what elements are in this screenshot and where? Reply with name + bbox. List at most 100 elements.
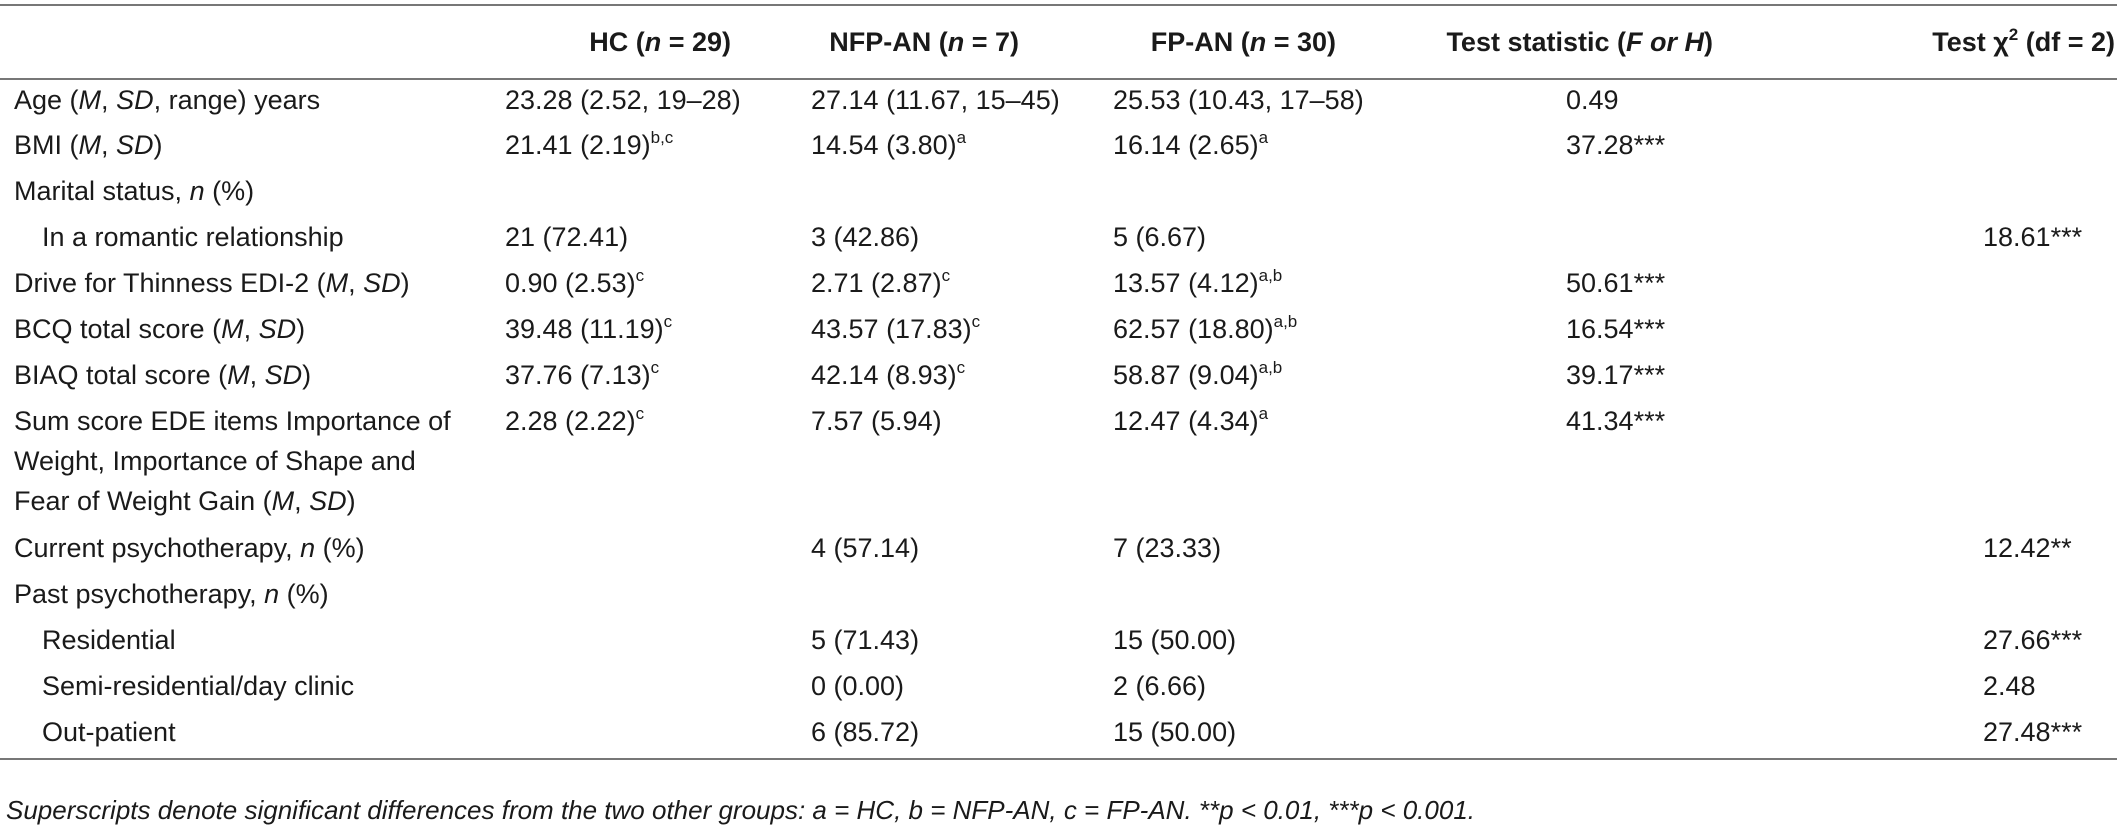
- table-cell: [1445, 528, 1815, 574]
- table-cell: [1815, 574, 2117, 620]
- table-cell: 12.42**: [1983, 533, 2072, 563]
- table-cell: 0 (0.00): [811, 671, 905, 701]
- table-cell: [505, 574, 737, 620]
- table-cell: 7.57 (5.94): [811, 406, 942, 436]
- table-header: HC (n = 29) NFP-AN (n = 7) FP-AN (n = 30) T…: [0, 5, 2117, 80]
- table-cell: 21 (72.41): [505, 222, 629, 252]
- row-label: BMI (M, SD): [14, 130, 163, 160]
- row-label: Current psychotherapy, n (%): [14, 533, 365, 563]
- table-cell: 0.90 (2.53)c: [505, 266, 645, 298]
- table-cell: 27.14 (11.67, 15–45): [811, 85, 1060, 115]
- row-label: Marital status, n (%): [14, 176, 255, 206]
- table-cell: [1815, 125, 2117, 171]
- table-cell: 14.54 (3.80)a: [811, 128, 967, 160]
- table-cell: [1445, 620, 1815, 666]
- table-cell: 39.17***: [1566, 360, 1666, 390]
- table-cell: 2.48: [1983, 671, 2036, 701]
- table-row: Semi-residential/day clinic 0 (0.00) 2 (6.…: [0, 666, 2117, 712]
- table-row: BIAQ total score (M, SD) 37.76 (7.13)c 42.…: [0, 355, 2117, 401]
- header-hc: HC (n = 29): [505, 5, 737, 80]
- header-row: HC (n = 29) NFP-AN (n = 7) FP-AN (n = 30) T…: [0, 5, 2117, 80]
- table-cell: 4 (57.14): [811, 533, 920, 563]
- header-empty: [0, 5, 505, 80]
- table-cell: [1445, 171, 1815, 217]
- table-row: Past psychotherapy, n (%): [0, 574, 2117, 620]
- row-label: BIAQ total score (M, SD): [14, 360, 312, 390]
- row-label: Out-patient: [42, 717, 176, 747]
- table-cell: 23.28 (2.52, 19–28): [505, 85, 741, 115]
- table-cell: 15 (50.00): [1113, 717, 1237, 747]
- table-cell: 2.28 (2.22)c: [505, 404, 645, 436]
- row-label: Age (M, SD, range) years: [14, 85, 321, 115]
- table-row: In a romantic relationship 21 (72.41) 3 (4…: [0, 217, 2117, 263]
- table-cell: [505, 666, 737, 712]
- table-cell: [1445, 574, 1815, 620]
- table-cell: 16.14 (2.65)a: [1113, 128, 1269, 160]
- table-cell: 42.14 (8.93)c: [811, 358, 966, 390]
- table-row: Residential 5 (71.43) 15 (50.00) 27.66***: [0, 620, 2117, 666]
- table-cell: 16.54***: [1566, 314, 1666, 344]
- table-cell: [737, 574, 1111, 620]
- table-cell: 3 (42.86): [811, 222, 920, 252]
- table-cell: [505, 620, 737, 666]
- table-cell: 5 (6.67): [1113, 222, 1207, 252]
- table-cell: [1815, 401, 2117, 528]
- table-cell: 58.87 (9.04)a,b: [1113, 358, 1283, 390]
- table-cell: 13.57 (4.12)a,b: [1113, 266, 1283, 298]
- row-label: Drive for Thinness EDI-2 (M, SD): [14, 268, 410, 298]
- table-cell: 39.48 (11.19)c: [505, 312, 673, 344]
- table-cell: [1815, 263, 2117, 309]
- table-cell: 0.49: [1566, 85, 1619, 115]
- table-cell: 7 (23.33): [1113, 533, 1222, 563]
- table-cell: 2.71 (2.87)c: [811, 266, 951, 298]
- table-row: BMI (M, SD) 21.41 (2.19)b,c 14.54 (3.80)a 1…: [0, 125, 2117, 171]
- table-cell: 25.53 (10.43, 17–58): [1113, 85, 1364, 115]
- table-body: Age (M, SD, range) years 23.28 (2.52, 19–…: [0, 79, 2117, 759]
- row-label: Residential: [42, 625, 176, 655]
- table-cell: 41.34***: [1566, 406, 1666, 436]
- table-cell: 15 (50.00): [1113, 625, 1237, 655]
- participant-characteristics-table: HC (n = 29) NFP-AN (n = 7) FP-AN (n = 30) T…: [0, 4, 2117, 760]
- table-cell: 37.28***: [1566, 130, 1666, 160]
- table-cell: 27.48***: [1983, 717, 2083, 747]
- table-row: Age (M, SD, range) years 23.28 (2.52, 19–…: [0, 79, 2117, 125]
- table-cell: 43.57 (17.83)c: [811, 312, 981, 344]
- header-fp-an: FP-AN (n = 30): [1111, 5, 1445, 80]
- table-row: BCQ total score (M, SD) 39.48 (11.19)c 43.…: [0, 309, 2117, 355]
- row-label: BCQ total score (M, SD): [14, 314, 306, 344]
- table-cell: 27.66***: [1983, 625, 2083, 655]
- table-cell: [505, 712, 737, 759]
- header-nfp-an: NFP-AN (n = 7): [737, 5, 1111, 80]
- table-cell: 5 (71.43): [811, 625, 920, 655]
- table-cell: 37.76 (7.13)c: [505, 358, 660, 390]
- table-cell: [505, 171, 737, 217]
- header-test-chi-square: Test χ2 (df = 2): [1815, 5, 2117, 80]
- table-cell: [1445, 712, 1815, 759]
- table-cell: [1815, 171, 2117, 217]
- table-cell: [1111, 574, 1445, 620]
- row-label: Past psychotherapy, n (%): [14, 579, 329, 609]
- table-cell: [1445, 217, 1815, 263]
- table-row: Current psychotherapy, n (%) 4 (57.14) 7 (…: [0, 528, 2117, 574]
- row-label: Semi-residential/day clinic: [42, 671, 355, 701]
- table-cell: 62.57 (18.80)a,b: [1113, 312, 1298, 344]
- table-cell: [737, 171, 1111, 217]
- row-label: In a romantic relationship: [42, 222, 344, 252]
- table-cell: 12.47 (4.34)a: [1113, 404, 1269, 436]
- table-cell: [1815, 355, 2117, 401]
- table-cell: 2 (6.66): [1113, 671, 1207, 701]
- table-cell: [1445, 666, 1815, 712]
- table-cell: [505, 528, 737, 574]
- table-row: Out-patient 6 (85.72) 15 (50.00) 27.48***: [0, 712, 2117, 759]
- table-row: Marital status, n (%): [0, 171, 2117, 217]
- table-footnote: Superscripts denote significant differen…: [6, 795, 1476, 825]
- row-label: Sum score EDE items Importance of Weight…: [14, 406, 451, 516]
- header-test-statistic: Test statistic (F or H): [1445, 5, 1815, 80]
- table-cell: [1815, 309, 2117, 355]
- table-cell: 18.61***: [1983, 222, 2083, 252]
- table-row: Sum score EDE items Importance of Weight…: [0, 401, 2117, 528]
- table-cell: 21.41 (2.19)b,c: [505, 128, 674, 160]
- table-cell: 6 (85.72): [811, 717, 920, 747]
- table-cell: 50.61***: [1566, 268, 1666, 298]
